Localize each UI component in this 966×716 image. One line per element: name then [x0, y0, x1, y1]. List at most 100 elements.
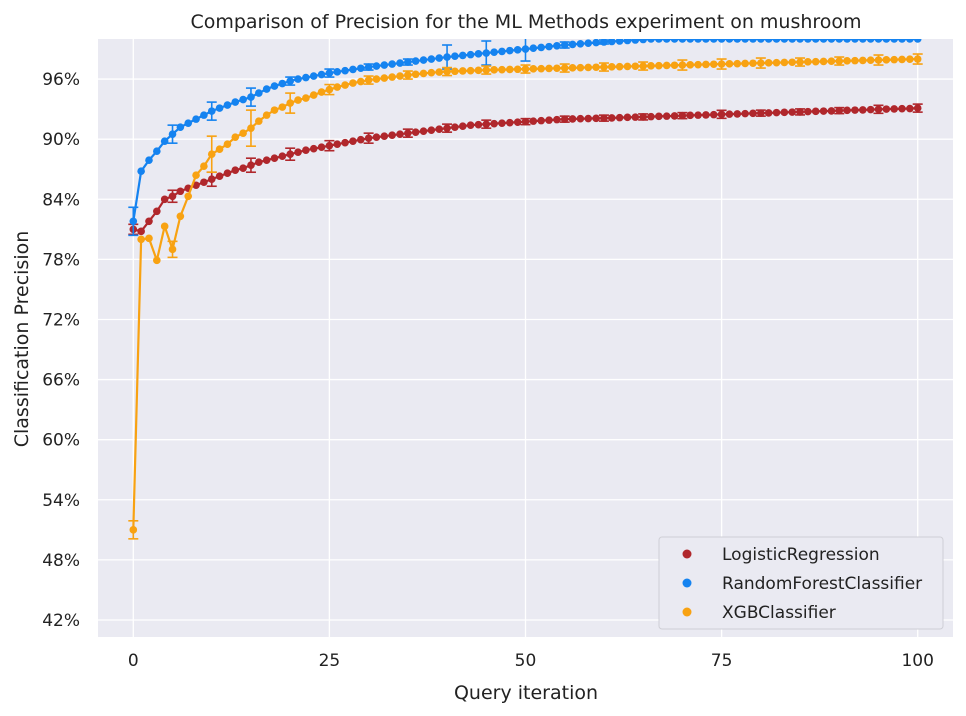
- data-point: [560, 41, 569, 49]
- data-point: [725, 60, 734, 68]
- data-point: [356, 64, 365, 73]
- data-point: [819, 107, 828, 115]
- legend: LogisticRegression RandomForestClassifier…: [658, 536, 944, 630]
- data-point: [913, 104, 922, 112]
- data-point: [898, 55, 906, 64]
- data-point: [851, 106, 859, 114]
- data-point: [176, 123, 185, 131]
- y-tick-label: 66%: [42, 371, 80, 391]
- data-point: [153, 147, 161, 155]
- data-point: [576, 40, 585, 48]
- data-point: [176, 212, 185, 221]
- data-point: [553, 42, 561, 50]
- data-point: [749, 59, 757, 68]
- data-point: [615, 39, 624, 45]
- data-point: [427, 55, 436, 63]
- grid-lines: [98, 39, 953, 637]
- data-point: [600, 114, 608, 122]
- data-point: [325, 85, 334, 94]
- data-point: [239, 129, 247, 137]
- data-point: [733, 110, 742, 118]
- data-point: [153, 256, 161, 265]
- data-point: [325, 141, 334, 150]
- data-point: [302, 73, 310, 82]
- data-point: [364, 134, 373, 142]
- data-point: [835, 106, 844, 115]
- data-point: [694, 39, 702, 43]
- data-point: [302, 94, 310, 102]
- data-point: [788, 58, 796, 67]
- data-point: [568, 115, 577, 123]
- data-point: [506, 118, 514, 127]
- data-point: [788, 108, 796, 116]
- data-point: [443, 67, 451, 76]
- x-tick-label: 100: [901, 651, 933, 671]
- data-point: [435, 54, 444, 62]
- data-point: [780, 108, 789, 117]
- series-RandomForestClassifier: [128, 39, 922, 237]
- data-point: [317, 88, 326, 96]
- data-point: [435, 68, 444, 76]
- x-tick-label: 75: [711, 651, 733, 671]
- data-point: [458, 51, 467, 60]
- data-point: [560, 64, 569, 72]
- data-point: [451, 123, 459, 131]
- data-point: [137, 235, 145, 244]
- data-point: [529, 65, 538, 73]
- data-point: [160, 195, 169, 204]
- data-point: [874, 56, 883, 64]
- data-point: [655, 39, 663, 43]
- data-point: [874, 39, 883, 43]
- legend-marker: [682, 549, 692, 559]
- data-point: [521, 117, 530, 126]
- data-point: [294, 148, 302, 156]
- data-point: [623, 62, 632, 71]
- data-point: [451, 52, 459, 61]
- data-point: [388, 73, 396, 81]
- data-point: [498, 65, 506, 74]
- data-point: [482, 49, 491, 57]
- data-point: [262, 85, 271, 93]
- data-point: [639, 113, 647, 121]
- data-point: [796, 108, 804, 116]
- data-point: [749, 109, 757, 118]
- data-point: [717, 39, 726, 43]
- data-point: [709, 110, 718, 119]
- data-point: [670, 39, 679, 43]
- data-point: [443, 53, 451, 61]
- data-point: [419, 56, 428, 64]
- data-point: [215, 172, 224, 181]
- data-point: [678, 111, 687, 120]
- data-point: [851, 39, 859, 43]
- data-point: [247, 161, 255, 170]
- data-point: [804, 58, 812, 66]
- data-point: [160, 137, 169, 145]
- data-point: [537, 116, 545, 125]
- data-point: [286, 99, 294, 107]
- data-point: [521, 65, 530, 73]
- data-point: [866, 105, 875, 114]
- data-point: [890, 55, 898, 64]
- data-point: [639, 62, 647, 70]
- data-point: [662, 39, 671, 43]
- data-point: [631, 39, 640, 44]
- data-point: [545, 42, 553, 51]
- data-point: [333, 83, 342, 91]
- data-point: [913, 39, 922, 43]
- data-point: [388, 131, 396, 139]
- data-point: [906, 104, 914, 113]
- data-point: [427, 68, 436, 77]
- data-point: [553, 115, 561, 124]
- data-point: [160, 222, 169, 231]
- data-point: [223, 140, 232, 148]
- data-point: [858, 106, 867, 114]
- data-point: [466, 66, 475, 75]
- data-point: [309, 91, 318, 99]
- data-point: [145, 156, 153, 165]
- data-point: [388, 60, 396, 68]
- data-point: [678, 39, 687, 43]
- data-point: [537, 43, 545, 52]
- x-tick-label: 0: [128, 651, 139, 671]
- data-point: [435, 125, 444, 133]
